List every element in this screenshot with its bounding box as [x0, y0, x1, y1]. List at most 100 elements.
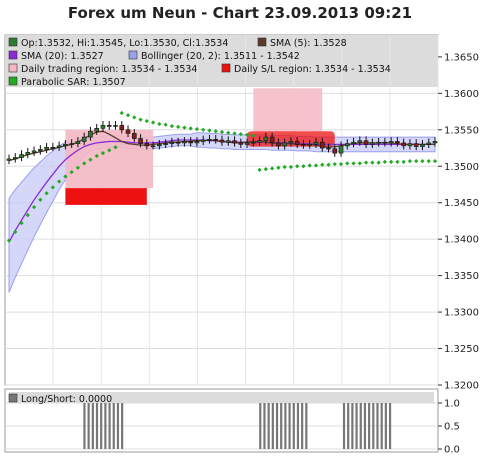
sar-point — [407, 159, 413, 164]
sar-point — [351, 161, 356, 166]
sar-point — [201, 127, 206, 132]
long-short-bar — [104, 403, 107, 449]
candle-body — [413, 143, 419, 147]
long-short-bar — [372, 403, 375, 449]
candle-body — [319, 141, 325, 149]
sar-point — [295, 164, 300, 169]
candle-body — [69, 143, 74, 145]
sar-point — [357, 161, 362, 166]
candle-body — [6, 158, 12, 161]
candle-body — [338, 145, 344, 154]
candle-body — [138, 138, 143, 144]
candle-body — [382, 141, 388, 144]
candle-body — [426, 142, 432, 145]
candle-body — [388, 141, 394, 144]
candle-body — [44, 146, 49, 150]
y-tick-label: 1.3400 — [444, 235, 479, 246]
long-short-bar — [380, 403, 383, 449]
sar-point — [226, 130, 231, 135]
sar-point — [94, 153, 99, 159]
long-short-bar — [267, 403, 270, 449]
long-short-bar — [351, 403, 354, 449]
sar-point — [207, 128, 212, 133]
legend-swatch — [128, 50, 138, 60]
candle-body — [251, 141, 256, 144]
candle-body — [351, 141, 356, 144]
long-short-bar — [363, 403, 367, 449]
sar-point — [107, 148, 112, 153]
long-short-bar — [292, 403, 295, 449]
chart-title: Forex um Neun - Chart 23.09.2013 09:21 — [68, 4, 412, 22]
long-short-bar — [301, 403, 304, 449]
candle-body — [88, 130, 93, 138]
long-short-bar — [112, 403, 115, 449]
sar-point — [157, 121, 162, 127]
sar-point — [257, 167, 262, 173]
sar-point — [307, 163, 312, 168]
sar-point — [432, 159, 438, 164]
sar-point — [363, 160, 369, 165]
sar-point — [426, 159, 431, 164]
candle-body — [301, 144, 306, 146]
sar-point — [132, 115, 137, 120]
long-short-bar — [296, 403, 300, 449]
candle-body — [219, 139, 225, 143]
long-short-bar — [263, 403, 266, 449]
long-short-bar — [116, 403, 120, 449]
sar-point — [25, 212, 30, 218]
candle-body — [75, 141, 81, 144]
y-tick-label: 1.0 — [444, 399, 460, 410]
sar-point — [238, 132, 243, 137]
long-short-bar — [275, 403, 279, 449]
y-tick-label: 1.3200 — [444, 381, 479, 392]
sar-point — [75, 165, 81, 170]
candle-body — [94, 128, 100, 132]
legend-swatch — [8, 76, 18, 86]
y-tick-label: 1.3550 — [444, 125, 479, 136]
sar-point — [38, 197, 43, 202]
sar-point — [263, 167, 268, 172]
candle-body — [313, 141, 319, 145]
long-short-bar — [83, 403, 86, 449]
long-short-bar — [376, 403, 379, 449]
sar-point — [395, 159, 400, 164]
sar-point — [50, 185, 55, 190]
sar-point — [163, 122, 168, 127]
candle-body — [50, 146, 56, 149]
main-panel: Op:1.3532, Hi:1.3545, Lo:1.3530, Cl:1.35… — [4, 34, 479, 392]
sar-point — [288, 164, 294, 170]
sar-point — [169, 124, 175, 129]
sar-point — [320, 162, 325, 167]
long-short-bar — [305, 403, 308, 449]
sar-point — [113, 145, 118, 150]
y-tick-label: 0.0 — [444, 445, 460, 456]
long-short-bar — [87, 403, 90, 449]
candle-body — [175, 141, 181, 144]
long-short-bar — [271, 403, 274, 449]
sar-point — [389, 159, 394, 164]
legend-label: Daily trading region: 1.3534 - 1.3534 — [21, 64, 197, 75]
sar-point — [401, 159, 406, 164]
sar-point — [269, 166, 275, 171]
sar-point — [176, 124, 181, 129]
legend-label: Bollinger (20, 2): 1.3511 - 1.3542 — [141, 51, 300, 62]
candle-body — [244, 142, 250, 145]
candle-body — [432, 141, 438, 144]
long-short-bar — [355, 403, 358, 449]
candle-body — [56, 145, 62, 148]
sar-point — [194, 126, 200, 132]
candle-body — [344, 143, 350, 147]
legend-swatch — [8, 50, 18, 60]
candle-body — [182, 141, 187, 144]
candle-body — [38, 149, 43, 152]
candle-body — [169, 141, 175, 144]
long-short-bar — [108, 403, 111, 449]
sar-point — [188, 126, 193, 131]
long-short-bar — [388, 403, 392, 449]
legend-swatch — [8, 63, 18, 73]
y-tick-label: 1.3650 — [444, 52, 479, 63]
candle-body — [288, 141, 294, 144]
legend-swatch — [257, 37, 267, 47]
long-short-bar — [259, 403, 262, 449]
